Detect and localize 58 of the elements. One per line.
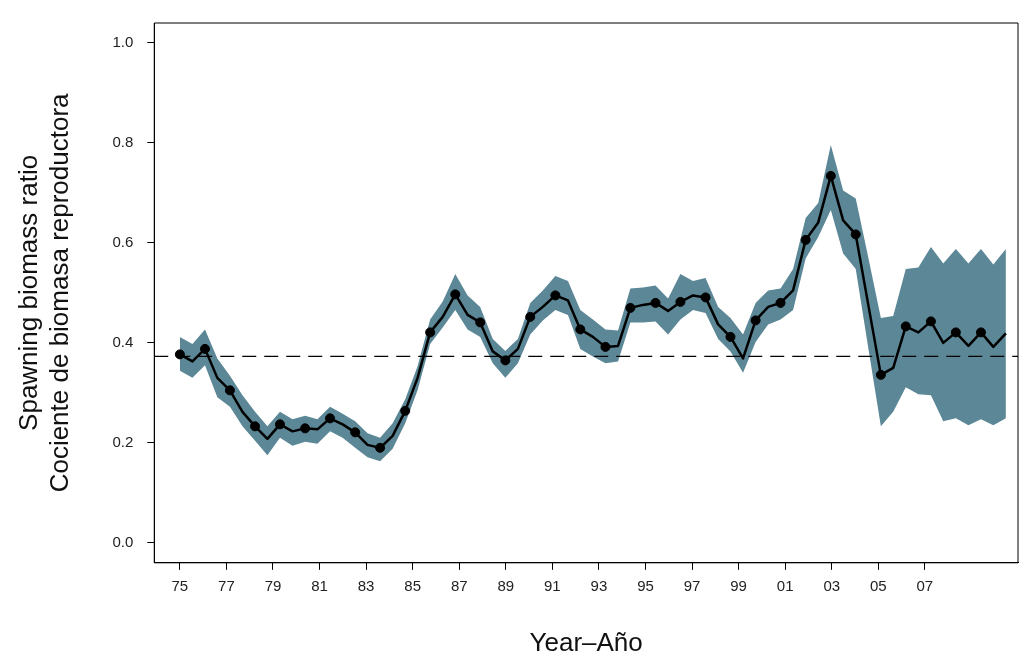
point [400, 405, 411, 416]
x-tick-label: 83 [357, 576, 375, 594]
x-tick-label: 97 [683, 576, 701, 594]
point [550, 290, 561, 301]
point [800, 234, 811, 245]
point [850, 229, 861, 240]
point [600, 341, 611, 352]
y-tick-label: 0.2 [112, 432, 134, 450]
x-tick-label: 75 [171, 576, 189, 594]
y-tick-label: 1.0 [112, 33, 134, 51]
point [274, 419, 285, 430]
point [900, 321, 911, 332]
y-tick-label: 0.0 [112, 532, 134, 550]
x-tick-label: 87 [450, 576, 468, 594]
point [224, 385, 235, 396]
y-tick-label: 0.8 [112, 133, 134, 151]
point [174, 349, 185, 360]
x-axis-title: Year–Año [529, 626, 643, 657]
point [575, 324, 586, 335]
point [625, 302, 636, 313]
x-tick-label: 01 [776, 576, 794, 594]
point [525, 311, 536, 322]
x-tick-label: 95 [637, 576, 654, 594]
point [950, 327, 961, 338]
point [700, 292, 711, 303]
point [975, 327, 986, 338]
x-tick-label: 99 [730, 576, 747, 594]
x-tick-label: 79 [264, 576, 282, 594]
point [375, 442, 386, 453]
x-tick-label: 77 [218, 576, 235, 594]
point [650, 297, 661, 308]
point [425, 327, 436, 338]
point [750, 315, 761, 326]
x-tick-label: 91 [544, 576, 561, 594]
x-tick-label: 89 [497, 576, 515, 594]
x-tick-label: 85 [404, 576, 422, 594]
point [450, 289, 461, 300]
x-tick-label: 81 [311, 576, 328, 594]
point [675, 296, 686, 307]
x-tick-label: 05 [869, 576, 887, 594]
x-tick-label: 03 [823, 576, 841, 594]
x-tick-label: 07 [916, 576, 934, 594]
x-tick-label: 93 [590, 576, 608, 594]
point [350, 427, 361, 438]
y-axis-title: Spawning biomass ratio Cociente de biomasa reproductora [12, 92, 74, 493]
point [250, 421, 261, 432]
y-tick-label: 0.4 [112, 333, 134, 351]
point [925, 316, 936, 327]
point [725, 331, 736, 342]
point [775, 297, 786, 308]
point [325, 413, 336, 424]
point [300, 423, 311, 434]
y-tick-label: 0.6 [112, 233, 134, 251]
point [875, 369, 886, 380]
point [825, 170, 836, 181]
point [200, 343, 211, 354]
point [500, 355, 511, 366]
point [475, 317, 486, 328]
